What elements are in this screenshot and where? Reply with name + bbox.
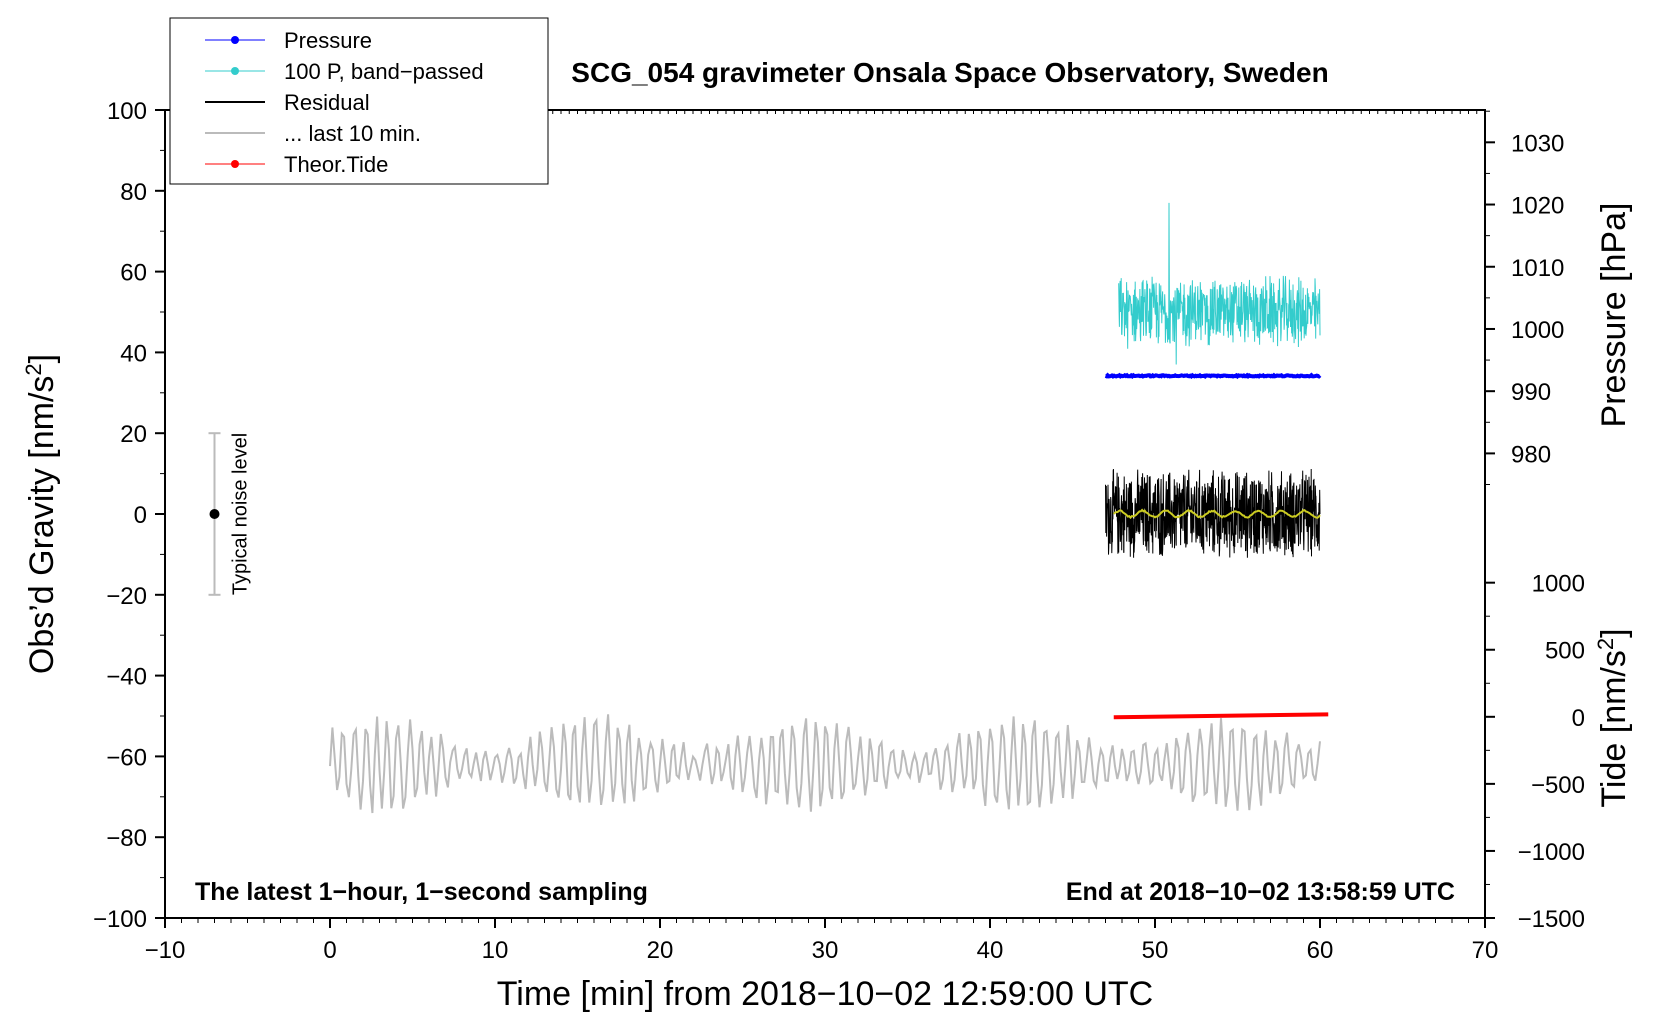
y-tick-label: 40 [120, 340, 147, 367]
series-group [329, 202, 1329, 814]
tide-tick-label: 0 [1572, 705, 1585, 732]
legend-marker-bandpassed [231, 67, 239, 75]
series-band-passed [1118, 202, 1321, 365]
tide-tick-label: −1000 [1518, 839, 1585, 866]
y-tick-label: 80 [120, 179, 147, 206]
x-tick-label: 10 [482, 937, 509, 964]
noise-level-group: Typical noise level [208, 432, 252, 596]
pressure-tick-label: 1010 [1511, 255, 1564, 282]
legend-marker-tide [231, 160, 239, 168]
tide-axis-title-end: ] [1595, 628, 1633, 637]
x-tick-label: 20 [647, 937, 674, 964]
series-theor-tide [1113, 712, 1329, 720]
legend: Pressure 100 P, band−passed Residual ...… [169, 17, 549, 185]
y-tick-label: −20 [106, 583, 147, 610]
tide-axis-title: Tide [nm/s2] [1593, 628, 1633, 807]
tide-axis-title-sup: 2 [1593, 638, 1618, 650]
legend-marker-pressure [231, 36, 239, 44]
legend-label-pressure: Pressure [284, 28, 372, 53]
y-tick-label: −80 [106, 825, 147, 852]
note-left: The latest 1−hour, 1−second sampling [195, 878, 648, 906]
x-tick-label: −10 [145, 937, 186, 964]
legend-label-last10: ... last 10 min. [284, 121, 421, 146]
tide-axis-title-main: Tide [nm/s [1595, 650, 1633, 807]
pressure-axis-ticks: 980 990 1000 1010 1020 1030 [1485, 110, 1564, 486]
y-tick-label: 20 [120, 421, 147, 448]
y-tick-label: −100 [93, 906, 147, 933]
x-tick-label: 60 [1307, 937, 1334, 964]
x-tick-label: 30 [812, 937, 839, 964]
series-residual [1105, 468, 1321, 558]
series-residual-smoothed [1113, 508, 1321, 520]
x-tick-label: 0 [323, 937, 336, 964]
series-pressure [1104, 372, 1322, 380]
y-axis-title-left-main: Obs’d Gravity [nm/s [23, 376, 61, 675]
pressure-tick-label: 1000 [1511, 317, 1564, 344]
y-axis-title-left-sup: 2 [21, 363, 46, 375]
tide-tick-label: −1500 [1518, 906, 1585, 933]
x-tick-label: 40 [977, 937, 1004, 964]
noise-bar-label: Typical noise level [230, 433, 252, 595]
y-tick-label: −40 [106, 664, 147, 691]
y-axis-title-left: Obs’d Gravity [nm/s2] [21, 354, 61, 674]
tide-tick-label: −500 [1531, 772, 1585, 799]
x-tick-label: 50 [1142, 937, 1169, 964]
note-right: End at 2018−10−02 13:58:59 UTC [1066, 878, 1455, 906]
pressure-tick-label: 980 [1511, 441, 1551, 468]
y-tick-label: −60 [106, 744, 147, 771]
pressure-tick-label: 990 [1511, 379, 1551, 406]
y-axis-ticks: −100 −80 −60 −40 −20 0 20 40 60 80 100 [93, 98, 165, 933]
legend-label-bandpassed: 100 P, band−passed [284, 59, 484, 84]
pressure-axis-title: Pressure [hPa] [1595, 203, 1633, 428]
pressure-tick-label: 1020 [1511, 193, 1564, 220]
tide-axis-ticks: −1500 −1000 −500 0 500 1000 [1485, 571, 1585, 933]
y-axis-title-left-end: ] [23, 354, 61, 363]
y-tick-label: 60 [120, 260, 147, 287]
pressure-tick-label: 1030 [1511, 130, 1564, 157]
x-tick-label: 70 [1472, 937, 1499, 964]
chart-title: SCG_054 gravimeter Onsala Space Observat… [571, 57, 1328, 88]
y-tick-label: 100 [107, 98, 147, 125]
x-axis-title: Time [min] from 2018−10−02 12:59:00 UTC [497, 975, 1153, 1013]
legend-label-tide: Theor.Tide [284, 152, 388, 177]
noise-bar-center [209, 509, 220, 519]
tide-tick-label: 500 [1545, 638, 1585, 665]
y-tick-label: 0 [134, 502, 147, 529]
tide-tick-label: 1000 [1532, 571, 1585, 598]
legend-label-residual: Residual [284, 90, 370, 115]
series-last-10-min [329, 714, 1321, 814]
